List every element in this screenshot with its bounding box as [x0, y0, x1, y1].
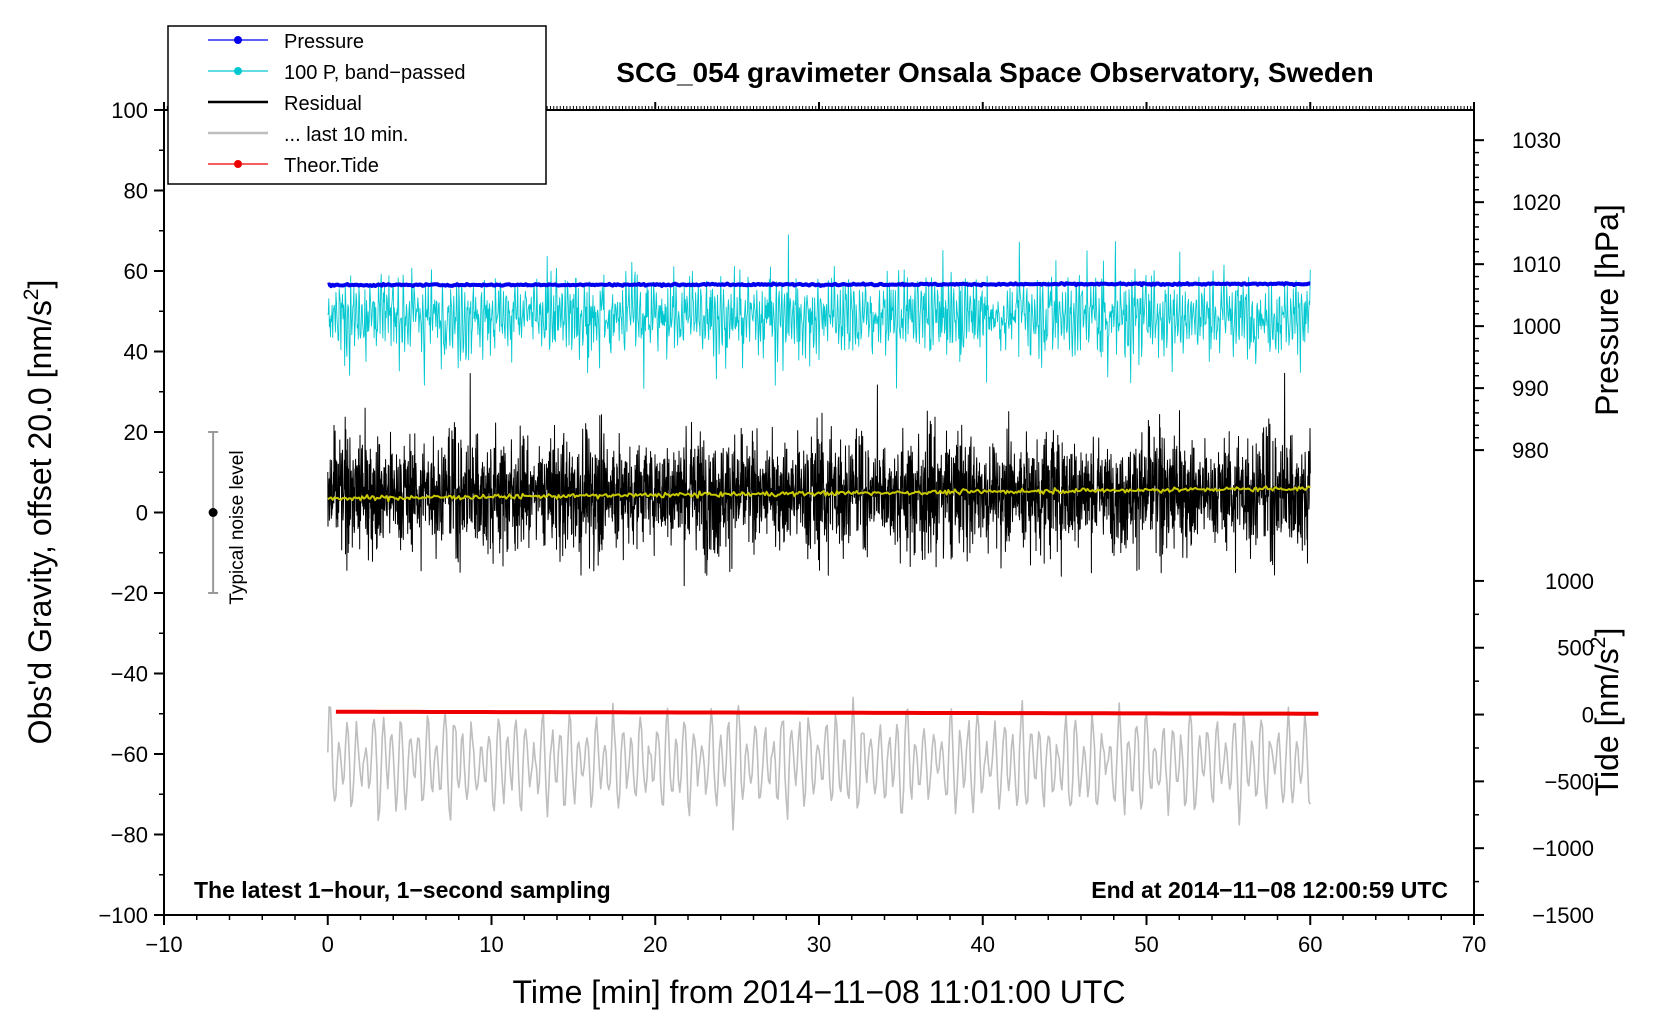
series-theoretical-tide: [335, 709, 1319, 716]
x-axis-label: Time [min] from 2014−11−08 11:01:00 UTC: [512, 974, 1125, 1010]
tide-axis-label: Tide [nm/s2]: [1587, 628, 1625, 797]
tide-tick-label: 0: [1582, 703, 1594, 728]
noise-level-indicator: Typical noise level: [208, 431, 248, 605]
x-tick-label: 20: [643, 932, 667, 957]
series-residual: [327, 372, 1311, 587]
series-pressure: [327, 281, 1311, 289]
pressure-tick-label: 1030: [1512, 128, 1561, 153]
series-layer: [327, 234, 1319, 831]
pressure-axis-label: Pressure [hPa]: [1589, 204, 1625, 416]
x-tick-label: 10: [479, 932, 503, 957]
legend-box: [167, 25, 547, 185]
x-tick-label: 60: [1298, 932, 1322, 957]
legend-marker-tide: [234, 160, 242, 168]
y-tick-label: 60: [124, 259, 148, 284]
pressure-tick-label: 980: [1512, 438, 1549, 463]
x-tick-label: 0: [322, 932, 334, 957]
tide-tick-label: −1000: [1532, 836, 1594, 861]
series-last-10-min: [327, 696, 1312, 831]
y-tick-label: −100: [98, 903, 148, 928]
legend-label-bandpassed: 100 P, band−passed: [284, 62, 465, 84]
pressure-tick-label: 1010: [1512, 252, 1561, 277]
x-tick-label: 50: [1134, 932, 1158, 957]
tide-tick-label: −1500: [1532, 903, 1594, 928]
y-tick-label: 80: [124, 179, 148, 204]
tide-tick-label: 1000: [1545, 569, 1594, 594]
pressure-tick-label: 1020: [1512, 190, 1561, 215]
y-tick-label: −80: [111, 823, 148, 848]
legend-marker-bandpassed: [234, 67, 242, 75]
series-mean: [327, 485, 1311, 503]
y-axis-tide: −1500 −1000 −500 0 500 1000: [1474, 569, 1594, 928]
y-tick-label: −20: [111, 581, 148, 606]
y-axis-pressure: 980 990 1000 1010 1020 1030: [1474, 128, 1561, 463]
y-tick-label: 100: [111, 98, 148, 123]
pressure-tick-label: 1000: [1512, 314, 1561, 339]
noise-bar-label: Typical noise level: [227, 450, 248, 604]
y-tick-label: −40: [111, 662, 148, 687]
y-axis-label: Obs'd Gravity, offset 20.0 [nm/s2]: [20, 280, 58, 745]
x-tick-label: −10: [145, 932, 182, 957]
x-tick-label: 70: [1462, 932, 1486, 957]
series-band-passed: [327, 234, 1311, 389]
y-tick-label: 40: [124, 340, 148, 365]
y-tick-label: −60: [111, 742, 148, 767]
annotation-end-time: End at 2014−11−08 12:00:59 UTC: [1091, 877, 1448, 903]
y-tick-label: 0: [136, 501, 148, 526]
chart-title: SCG_054 gravimeter Onsala Space Observat…: [616, 57, 1373, 88]
tide-tick-label: −500: [1544, 769, 1594, 794]
y-axis-left: −100 −80 −60 −40 −20 0 20 40 60 80 100: [98, 98, 164, 928]
x-tick-label: 30: [807, 932, 831, 957]
legend-label-pressure: Pressure: [284, 31, 364, 53]
tide-tick-label: 500: [1557, 636, 1594, 661]
legend-label-tide: Theor.Tide: [284, 155, 379, 177]
noise-bar-center: [208, 508, 218, 517]
y-tick-label: 20: [124, 420, 148, 445]
legend: Pressure 100 P, band−passed Residual ...…: [167, 25, 547, 185]
legend-label-last10: ... last 10 min.: [284, 124, 409, 146]
pressure-tick-label: 990: [1512, 376, 1549, 401]
legend-marker-pressure: [234, 36, 242, 44]
annotation-sampling: The latest 1−hour, 1−second sampling: [194, 877, 611, 903]
legend-label-residual: Residual: [284, 93, 362, 115]
x-tick-label: 40: [971, 932, 995, 957]
